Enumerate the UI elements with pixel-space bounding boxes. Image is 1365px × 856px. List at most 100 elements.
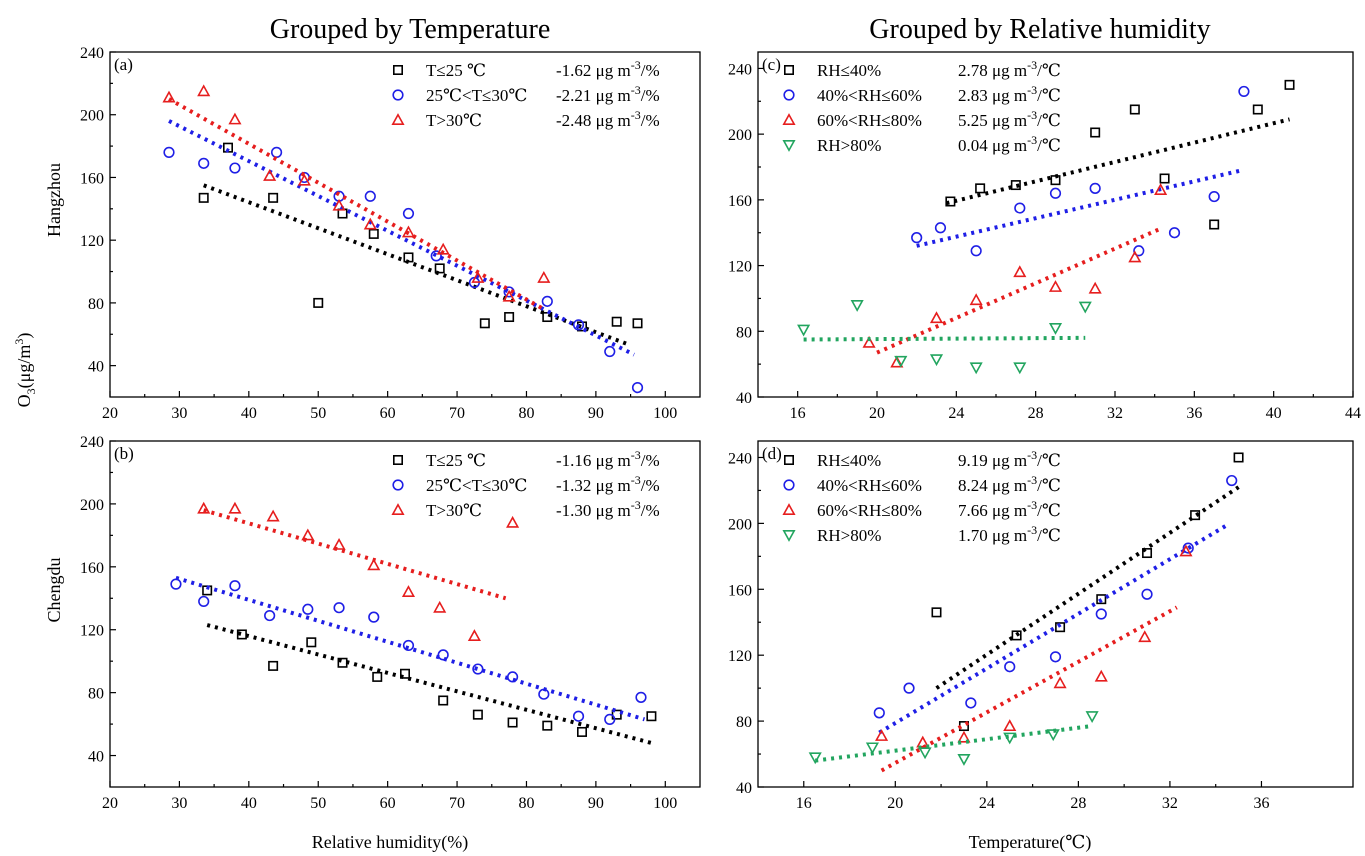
data-point <box>402 207 415 220</box>
data-point <box>504 312 515 323</box>
x-tick-label: 28 <box>1028 405 1044 422</box>
panel-label: (b) <box>114 444 134 463</box>
trend-line <box>168 97 545 311</box>
data-point <box>1226 474 1238 487</box>
legend-marker <box>783 454 794 465</box>
title-right: Grouped by Relative humidity <box>869 14 1210 45</box>
data-point <box>797 324 811 337</box>
data-point <box>611 316 622 327</box>
legend-slope: 7.66 μg m-3/℃ <box>958 498 1061 520</box>
row-label-bottom: Chengdu <box>44 558 64 623</box>
data-point <box>198 595 210 608</box>
y-tick-label: 240 <box>728 450 752 467</box>
data-point <box>1209 219 1220 230</box>
data-point <box>1168 227 1181 239</box>
data-point <box>1003 732 1017 745</box>
trend-line <box>803 335 1086 342</box>
y-tick-label: 80 <box>88 686 104 703</box>
y-tick-label: 200 <box>80 108 104 125</box>
trend-line <box>916 168 1243 248</box>
data-point <box>1095 608 1107 620</box>
data-point <box>1129 104 1140 115</box>
data-point <box>1010 180 1021 191</box>
data-point <box>1004 661 1016 673</box>
data-point <box>934 222 947 234</box>
data-point <box>170 578 182 590</box>
data-point <box>306 637 317 648</box>
legend-marker <box>782 503 796 516</box>
data-point <box>401 225 416 238</box>
data-point <box>266 509 280 522</box>
legend-marker <box>782 529 796 542</box>
data-point <box>604 713 616 725</box>
legend-label: T≤25 ℃ <box>426 61 486 80</box>
legend-slope: 5.25 μg m-3/℃ <box>958 108 1061 130</box>
data-point <box>364 190 376 202</box>
legend-label: T>30℃ <box>426 501 482 520</box>
legend-slope: 1.70 μg m-3/℃ <box>958 523 1061 545</box>
data-point <box>873 707 885 719</box>
x-tick-label: 30 <box>171 405 187 422</box>
x-label-left: Relative humidity(%) <box>312 832 468 853</box>
legend-marker <box>391 503 405 516</box>
x-label-right: Temperature(℃) <box>969 832 1092 853</box>
panel-label: (d) <box>762 444 782 463</box>
data-point <box>472 663 484 675</box>
data-point <box>1089 182 1101 194</box>
data-point <box>1096 594 1107 605</box>
x-tick-label: 100 <box>653 405 677 422</box>
x-tick-label: 40 <box>241 795 257 812</box>
x-tick-label: 20 <box>102 795 118 812</box>
data-point <box>434 263 445 274</box>
data-point <box>228 112 242 125</box>
legend-label: RH>80% <box>817 526 881 545</box>
x-tick-label: 100 <box>653 795 677 812</box>
data-point <box>502 289 516 302</box>
x-tick-label: 60 <box>380 795 396 812</box>
x-tick-label: 30 <box>171 795 187 812</box>
data-point <box>1094 669 1108 682</box>
data-point <box>1142 548 1153 559</box>
x-tick-label: 16 <box>790 405 806 422</box>
data-point <box>1208 190 1220 203</box>
trend-line <box>175 575 646 722</box>
data-point <box>367 558 381 571</box>
legend-marker <box>782 113 796 125</box>
data-point <box>604 345 616 358</box>
data-point <box>1190 510 1201 521</box>
x-tick-label: 24 <box>948 405 964 422</box>
panels: 20 30 40 50 60 70 80 90 100 40 80 120 160 200 240 (a) T≤… <box>80 45 1361 812</box>
legend-label: T>30℃ <box>426 111 482 130</box>
data-point <box>1046 729 1060 742</box>
x-tick-label: 20 <box>102 405 118 422</box>
x-tick-label: 32 <box>1107 405 1123 422</box>
data-point <box>467 629 481 642</box>
legend-slope: -2.21 μg m-3/% <box>556 83 660 105</box>
data-point <box>506 515 520 528</box>
panel-label: (c) <box>762 55 781 74</box>
data-point <box>969 293 983 306</box>
x-tick-label: 40 <box>241 405 257 422</box>
data-point <box>929 311 944 324</box>
data-point <box>1233 452 1244 463</box>
data-point <box>1003 719 1017 732</box>
x-tick-label: 16 <box>796 795 812 812</box>
data-point <box>479 318 490 329</box>
data-point <box>572 710 585 722</box>
y-tick-label: 160 <box>80 170 104 187</box>
data-point <box>1053 676 1067 689</box>
data-point <box>632 318 643 329</box>
y-tick-label: 160 <box>728 582 752 599</box>
data-point <box>975 183 986 194</box>
data-point <box>1138 630 1152 643</box>
legend-slope: 8.24 μg m-3/℃ <box>958 473 1061 495</box>
data-point <box>542 720 553 731</box>
x-tick-label: 32 <box>1162 795 1178 812</box>
legend-label: 40%<RH≤60% <box>817 476 922 495</box>
data-point <box>1078 301 1092 314</box>
trend-line <box>203 183 632 348</box>
data-point <box>1141 588 1153 600</box>
legend-marker <box>391 113 405 125</box>
y-tick-label: 160 <box>728 193 752 210</box>
x-tick-label: 90 <box>588 795 604 812</box>
